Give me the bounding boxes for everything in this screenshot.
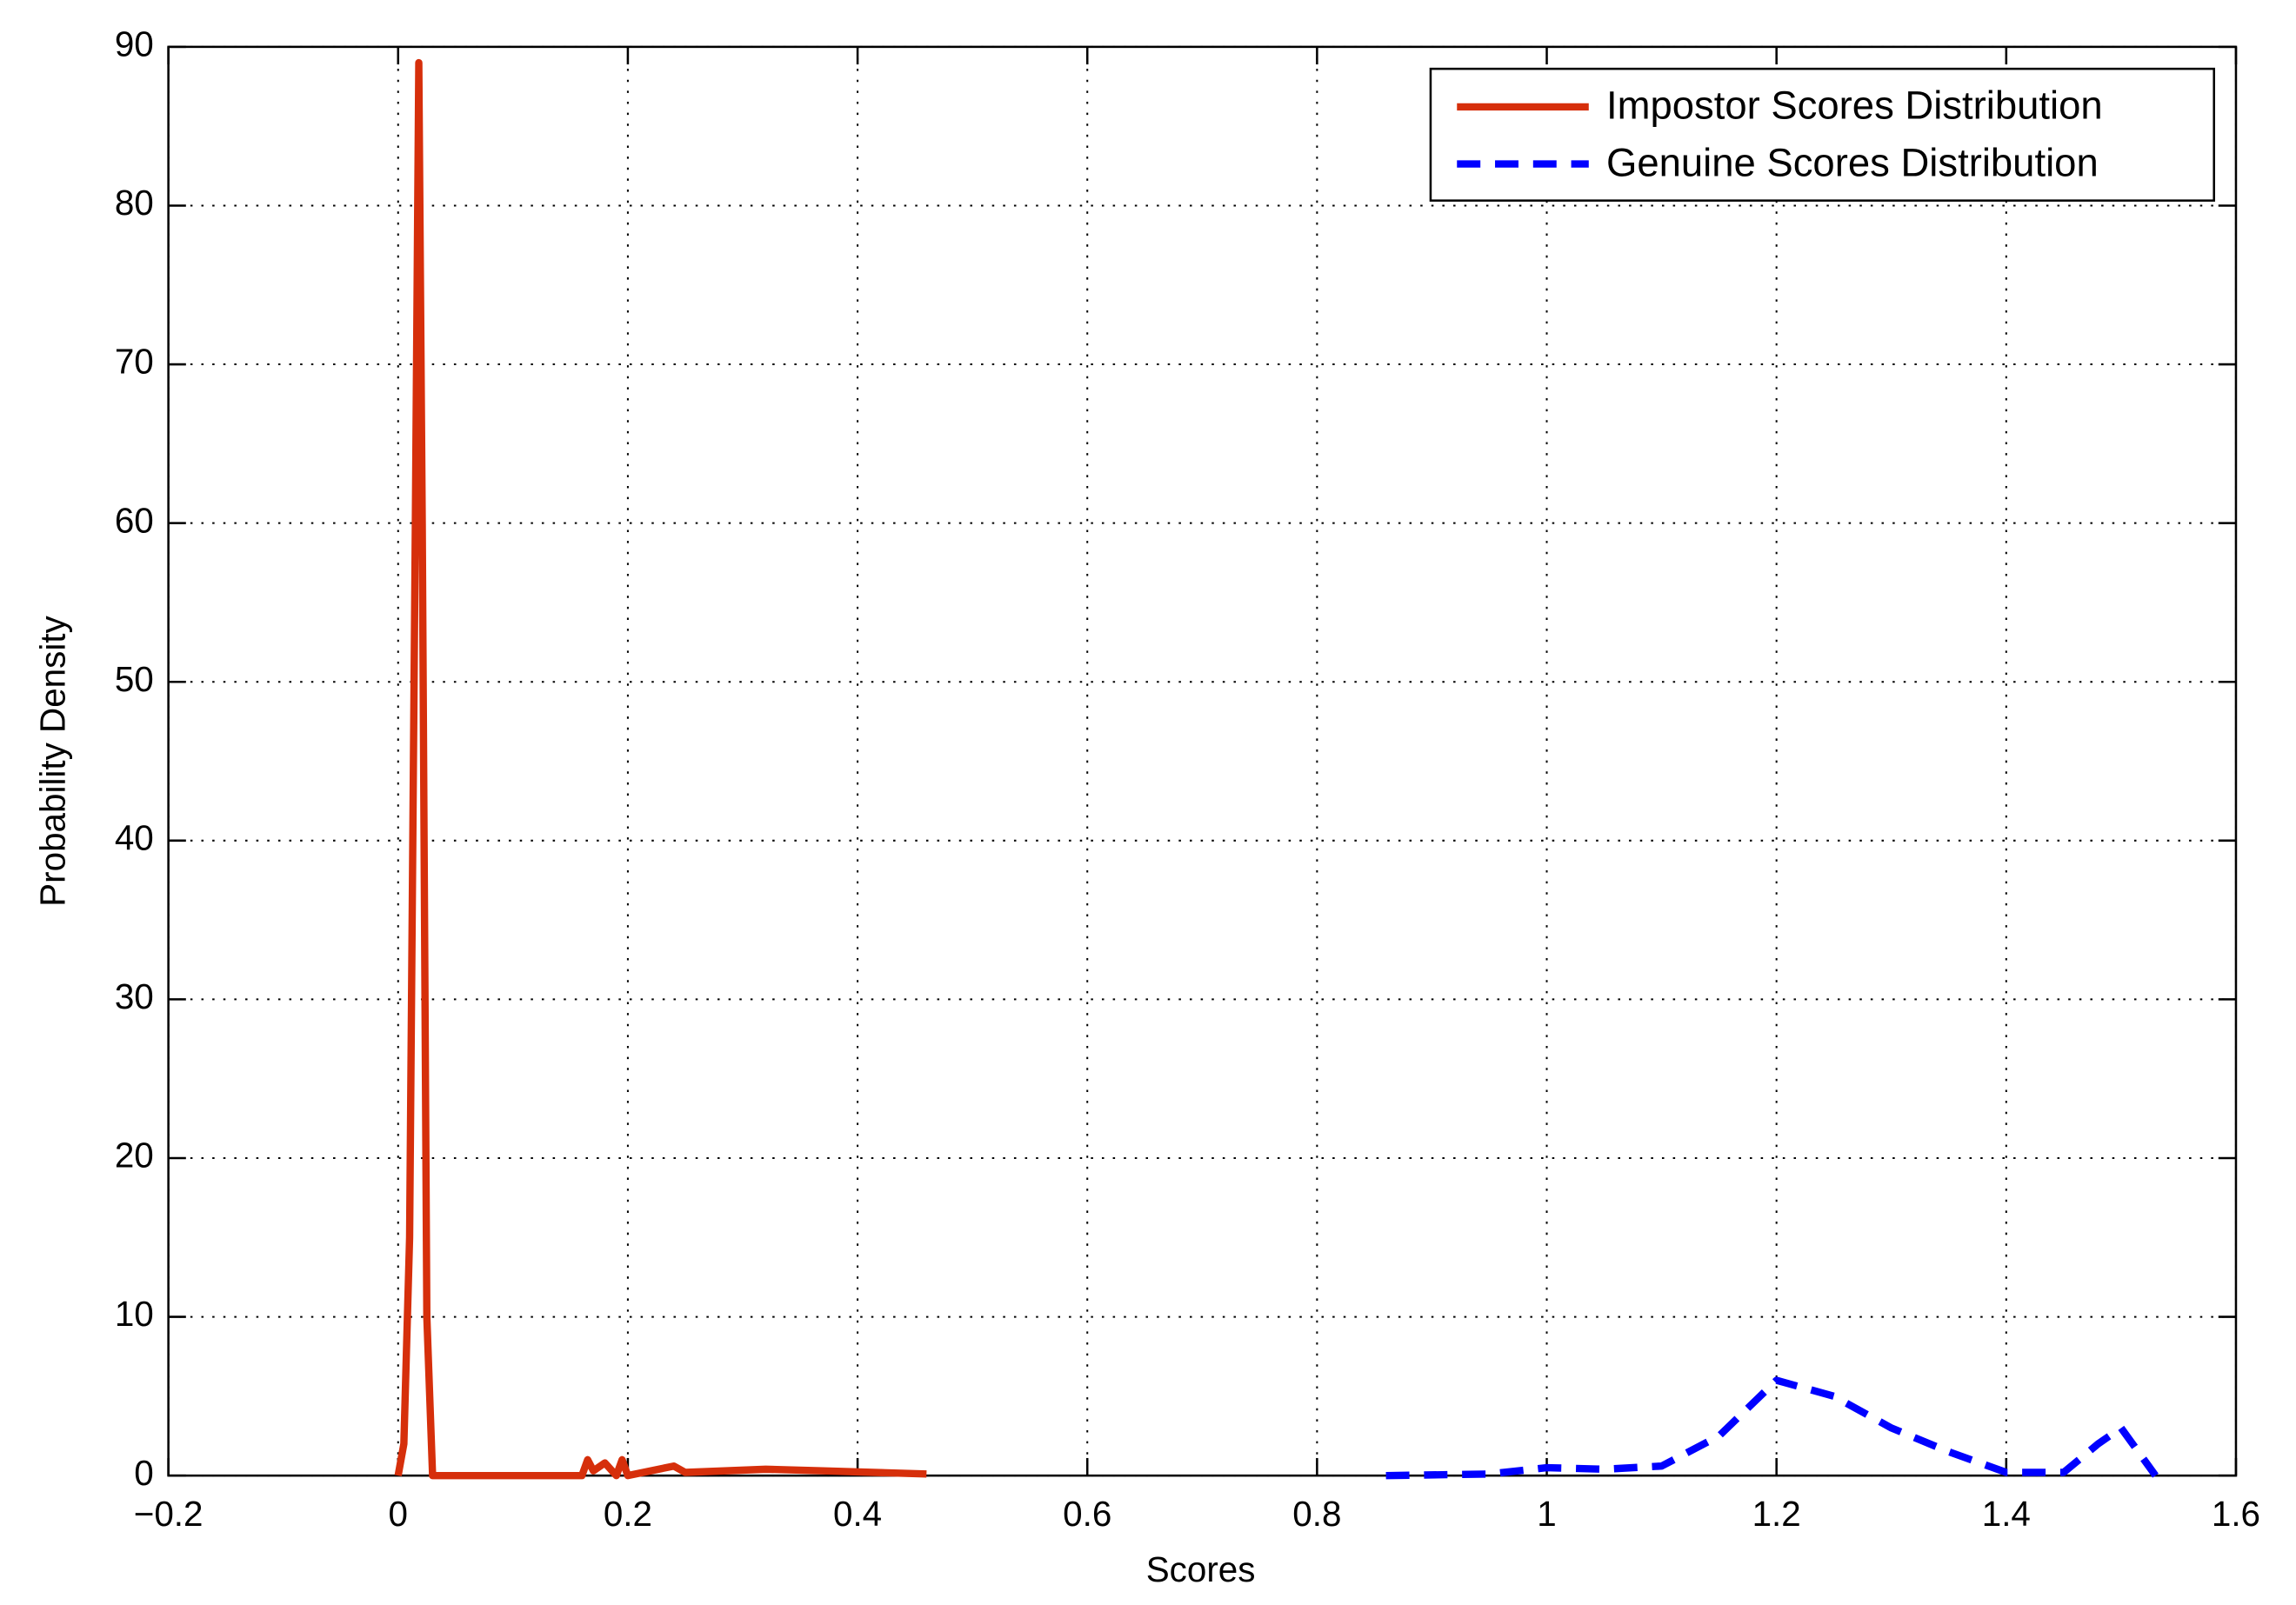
legend-box bbox=[1429, 67, 2215, 202]
x-tick-label: 0 bbox=[389, 1494, 408, 1534]
x-tick-label: −0.2 bbox=[134, 1494, 204, 1534]
plot-frame bbox=[167, 45, 2238, 1477]
y-tick-label: 10 bbox=[115, 1294, 154, 1334]
y-tick-label: 90 bbox=[115, 24, 154, 64]
y-tick-label: 60 bbox=[115, 500, 154, 540]
x-tick-label: 0.4 bbox=[833, 1494, 882, 1534]
x-tick-label: 1.6 bbox=[2212, 1494, 2260, 1534]
y-tick-label: 20 bbox=[115, 1135, 154, 1175]
legend-label: Genuine Scores Distribution bbox=[1606, 140, 2099, 184]
series-line bbox=[394, 58, 927, 1480]
x-tick-label: 0.2 bbox=[604, 1494, 652, 1534]
legend-label: Impostor Scores Distribution bbox=[1606, 83, 2103, 128]
y-tick-label: 80 bbox=[115, 183, 154, 223]
y-tick-label: 70 bbox=[115, 342, 154, 382]
x-axis-label: Scores bbox=[1146, 1549, 1256, 1589]
x-tick-label: 1.2 bbox=[1752, 1494, 1801, 1534]
x-tick-label: 1 bbox=[1537, 1494, 1556, 1534]
y-tick-label: 50 bbox=[115, 659, 154, 699]
y-tick-label: 40 bbox=[115, 817, 154, 857]
x-tick-label: 1.4 bbox=[1982, 1494, 2031, 1534]
x-tick-label: 0.8 bbox=[1292, 1494, 1341, 1534]
y-tick-label: 30 bbox=[115, 976, 154, 1016]
y-axis-label: Probability Density bbox=[33, 615, 73, 906]
x-tick-label: 0.6 bbox=[1063, 1494, 1111, 1534]
y-tick-label: 0 bbox=[134, 1453, 153, 1493]
